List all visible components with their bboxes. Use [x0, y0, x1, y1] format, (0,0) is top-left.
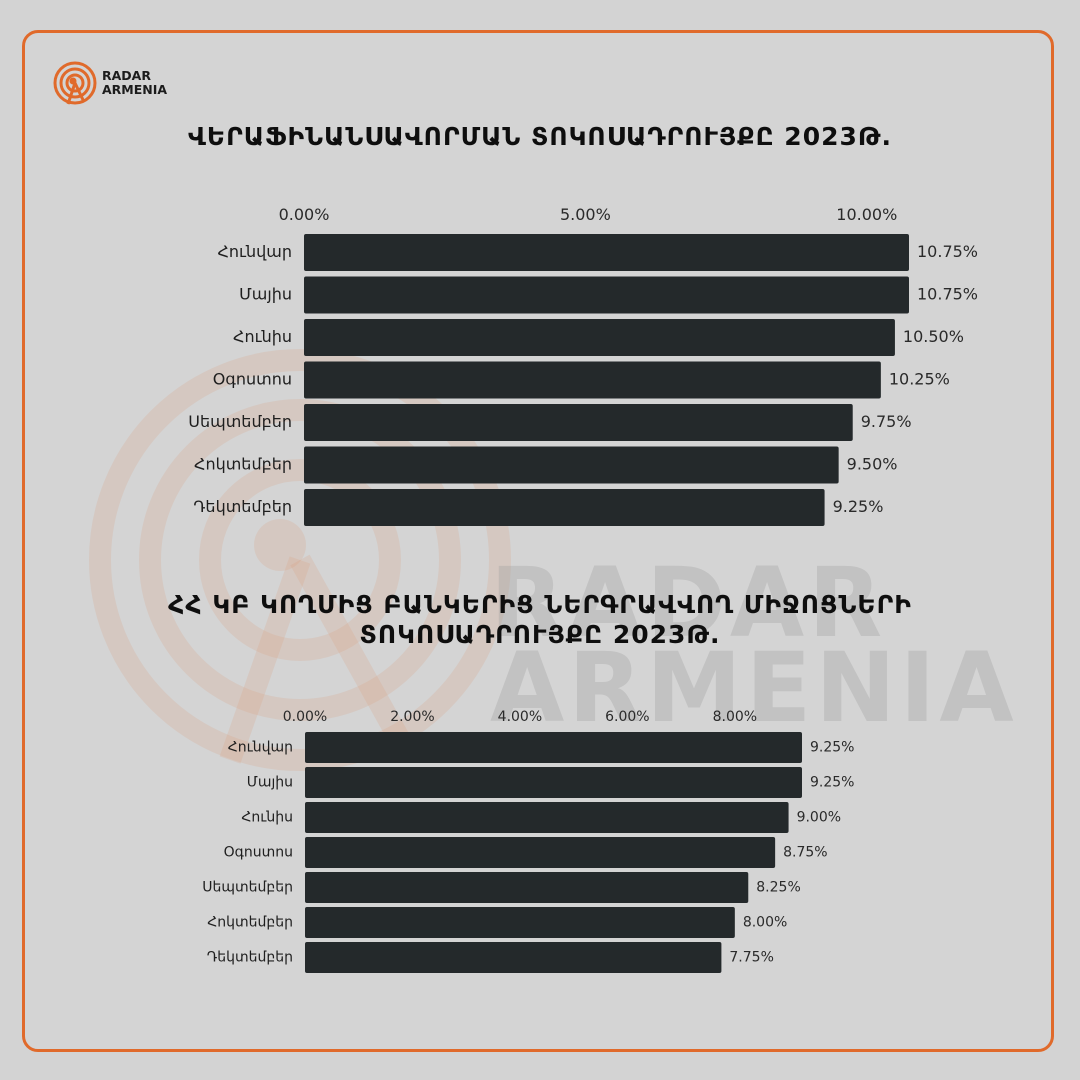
brand-logo: RADAR ARMENIA — [52, 60, 167, 106]
chart1-title-text: ՎԵՐԱՖԻՆԱՆՍԱՎՈՐՄԱՆ ՏՈԿՈՍԱԴՐՈՒՅՔԸ 2023Թ. — [188, 122, 892, 151]
radar-logo-icon — [53, 61, 97, 105]
watermark-brand-line2: ARMENIA — [490, 632, 1018, 744]
watermark-brand-line1: RADAR — [490, 547, 887, 659]
brand-line2: ARMENIA — [102, 82, 168, 97]
chart1-title: ՎԵՐԱՖԻՆԱՆՍԱՎՈՐՄԱՆ ՏՈԿՈՍԱԴՐՈՒՅՔԸ 2023Թ. — [0, 122, 1080, 152]
card-frame — [22, 30, 1054, 1052]
chart2-title-line1: ՀՀ ԿԲ ԿՈՂՄԻՑ ԲԱՆԿԵՐԻՑ ՆԵՐԳՐԱՎՎՈՂ ՄԻՋՈՑՆԵ… — [168, 590, 912, 619]
chart2-title-line2: ՏՈԿՈՍԱԴՐՈՒՅՔԸ 2023Թ. — [359, 620, 721, 649]
chart2-title: ՀՀ ԿԲ ԿՈՂՄԻՑ ԲԱՆԿԵՐԻՑ ՆԵՐԳՐԱՎՎՈՂ ՄԻՋՈՑՆԵ… — [0, 590, 1080, 650]
brand-line1: RADAR — [102, 68, 151, 83]
